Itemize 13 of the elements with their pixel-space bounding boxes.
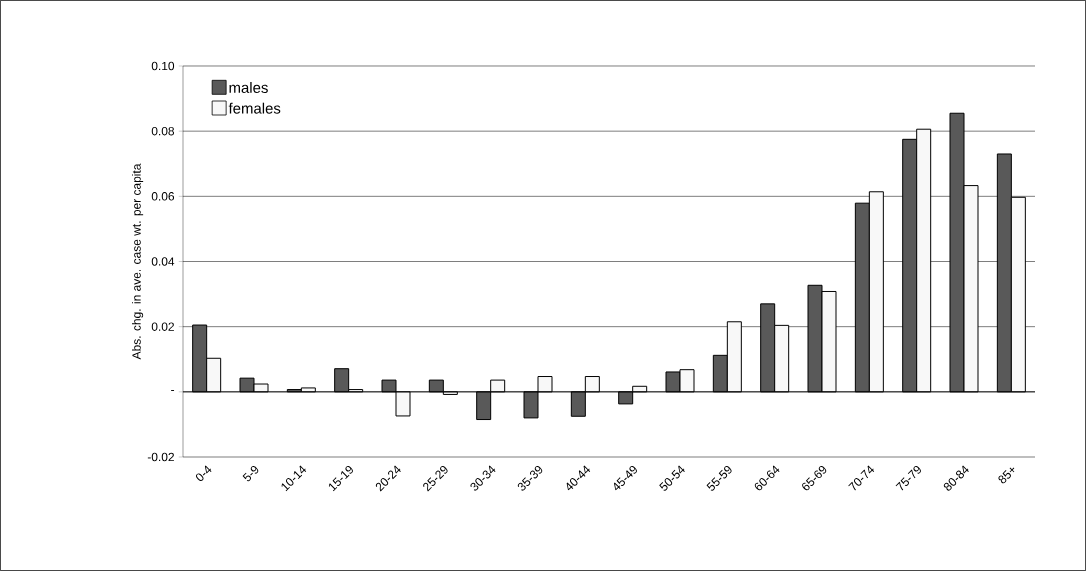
x-tick-label: 85+ [998,467,1015,484]
y-tick-label: 0.10 [151,61,175,71]
y-tick-label: 0.02 [151,322,174,331]
x-tick-label: 5-9 [242,465,259,482]
y-tick-label: - [171,390,175,391]
x-tick-label: 0-4 [195,465,212,482]
y-tick-label: -0.02 [147,452,174,462]
y-tick-label: 0.04 [151,257,175,266]
legend-label: females [228,102,281,114]
legend-label: males [229,82,268,93]
y-tick-label: 0.08 [151,126,175,136]
y-axis-title: Abs. chg. in ave. case wt. per capita [131,163,144,360]
y-tick-label: 0.06 [151,192,175,201]
